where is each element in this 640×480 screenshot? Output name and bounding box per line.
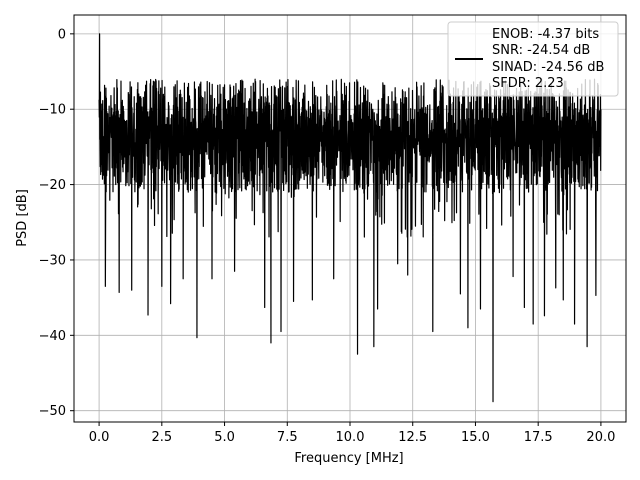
x-tick-label: 10.0	[336, 430, 365, 445]
legend-text-enob: ENOB: -4.37 bits	[492, 27, 599, 42]
y-tick-label: −10	[39, 103, 66, 118]
y-tick-label: −20	[39, 178, 66, 193]
x-axis-ticks: 0.0 2.5 5.0 7.5 10.0 12.5 15.0 17.5 20.0	[89, 422, 615, 445]
x-axis-label: Frequency [MHz]	[294, 451, 403, 466]
legend-text-sfdr: SFDR: 2.23	[492, 76, 564, 91]
x-tick-label: 20.0	[586, 430, 615, 445]
x-tick-label: 0.0	[89, 430, 110, 445]
y-axis-ticks: 0 −10 −20 −30 −40 −50	[39, 27, 74, 419]
y-tick-label: −30	[39, 253, 66, 268]
x-tick-label: 17.5	[524, 430, 553, 445]
legend-text-snr: SNR: -24.54 dB	[492, 43, 590, 58]
legend-text-sinad: SINAD: -24.56 dB	[492, 60, 604, 75]
legend: ENOB: -4.37 bits SNR: -24.54 dB SINAD: -…	[447, 21, 619, 97]
x-tick-label: 7.5	[277, 430, 298, 445]
y-tick-label: 0	[58, 27, 66, 42]
x-tick-label: 12.5	[398, 430, 427, 445]
x-tick-label: 15.0	[461, 430, 490, 445]
y-tick-label: −40	[39, 329, 66, 344]
y-tick-label: −50	[39, 404, 66, 419]
x-tick-label: 2.5	[151, 430, 172, 445]
psd-series-line	[98, 33, 602, 403]
x-tick-label: 5.0	[214, 430, 235, 445]
y-axis-label: PSD [dB]	[15, 189, 30, 247]
series-layer	[98, 33, 602, 403]
legend-box	[447, 21, 619, 97]
